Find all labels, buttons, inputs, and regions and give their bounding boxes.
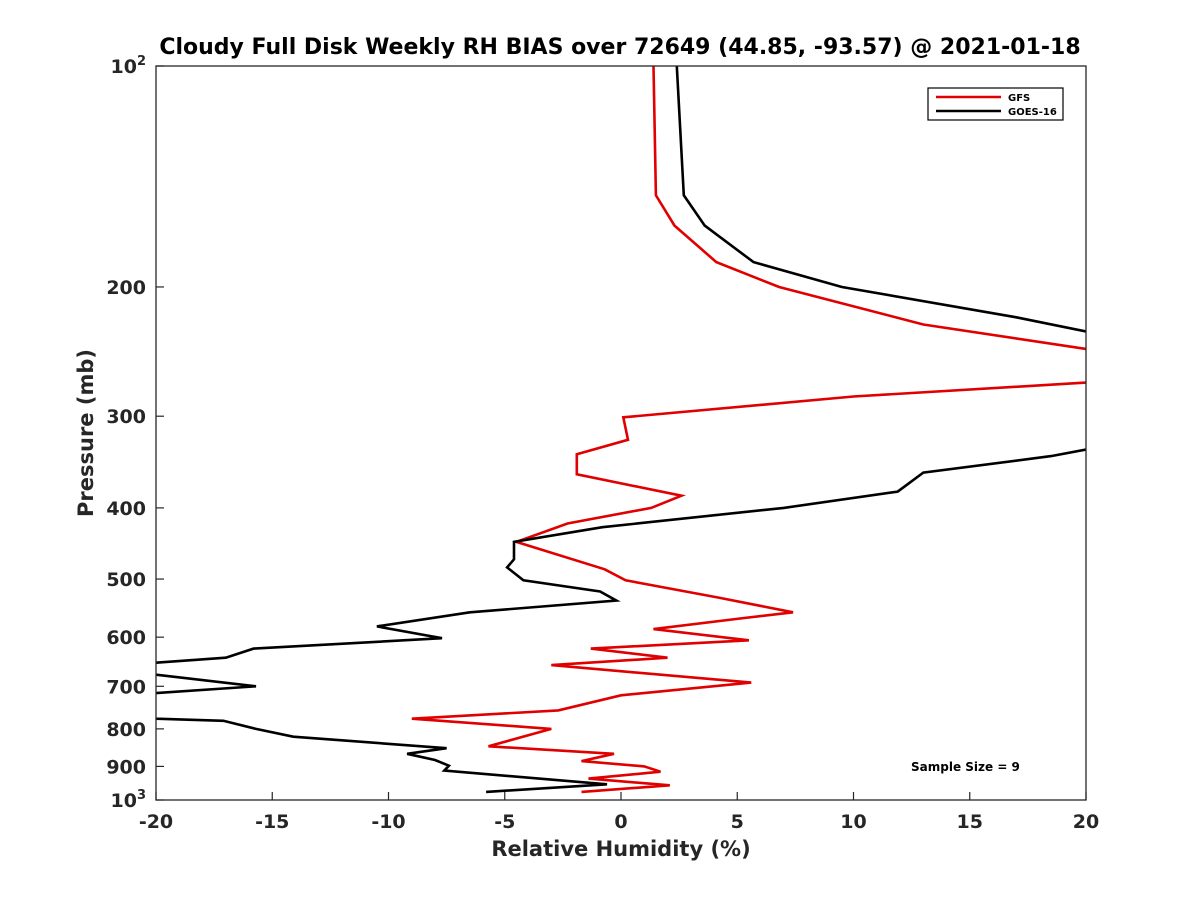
y-tick-label: 600 [106,627,146,649]
series-line-goes16 [156,66,1086,794]
y-axis-label: Pressure (mb) [74,349,98,517]
x-tick-label: 20 [1073,811,1099,833]
y-tick-label: 500 [106,569,146,591]
series-layer [156,66,1086,794]
y-tick-label: 800 [106,719,146,741]
y-tick-label: 900 [106,756,146,778]
legend-label-goes16: GOES-16 [1008,107,1057,118]
x-tick-label: -15 [255,811,289,833]
x-tick-label: -10 [371,811,405,833]
sample-size-annotation: Sample Size = 9 [911,760,1020,774]
y-tick-label: 200 [106,277,146,299]
y-tick-label: 700 [106,676,146,698]
x-tick-label: 0 [614,811,627,833]
legend-label-gfs: GFS [1008,93,1030,104]
y-tick-label-exponent: 3 [137,788,146,803]
x-axis-label: Relative Humidity (%) [491,837,750,861]
y-tick-label: 10 [111,56,137,78]
x-tick-label: 15 [957,811,983,833]
legend-box [927,87,1064,121]
series-line-gfs [411,66,1086,794]
plot-frame [155,65,1087,801]
x-tick-label: 5 [731,811,744,833]
x-tick-label: -5 [494,811,515,833]
chart-title: Cloudy Full Disk Weekly RH BIAS over 726… [159,35,1080,60]
y-tick-label: 400 [106,498,146,520]
x-tick-label: 10 [840,811,866,833]
legend: GFS GOES-16 [927,87,1064,121]
y-tick-label: 300 [106,406,146,428]
y-tick-label-exponent: 2 [137,54,146,69]
x-tick-label: -20 [139,811,173,833]
y-tick-label: 10 [111,790,137,812]
x-axis: -20 -15 -10 -5 0 5 10 15 20 [139,792,1099,833]
